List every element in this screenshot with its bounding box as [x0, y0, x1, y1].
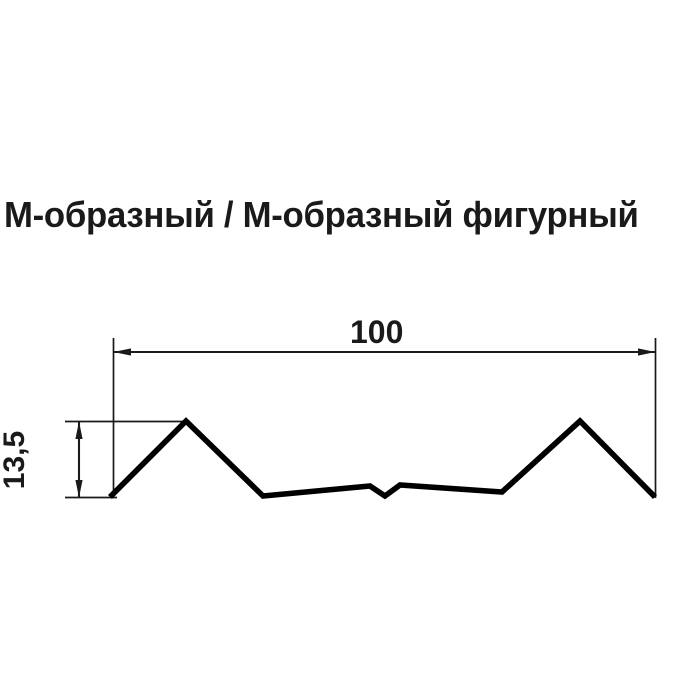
arrowhead-width-right [638, 348, 656, 356]
page-title: М-образный / М-образный фигурный [4, 194, 639, 235]
arrowhead-height-top [75, 421, 83, 439]
arrowhead-width-left [113, 348, 131, 356]
profile-cross-section [108, 417, 657, 500]
arrowhead-height-bottom [75, 480, 83, 498]
dimension-width-label: 100 [350, 314, 404, 350]
